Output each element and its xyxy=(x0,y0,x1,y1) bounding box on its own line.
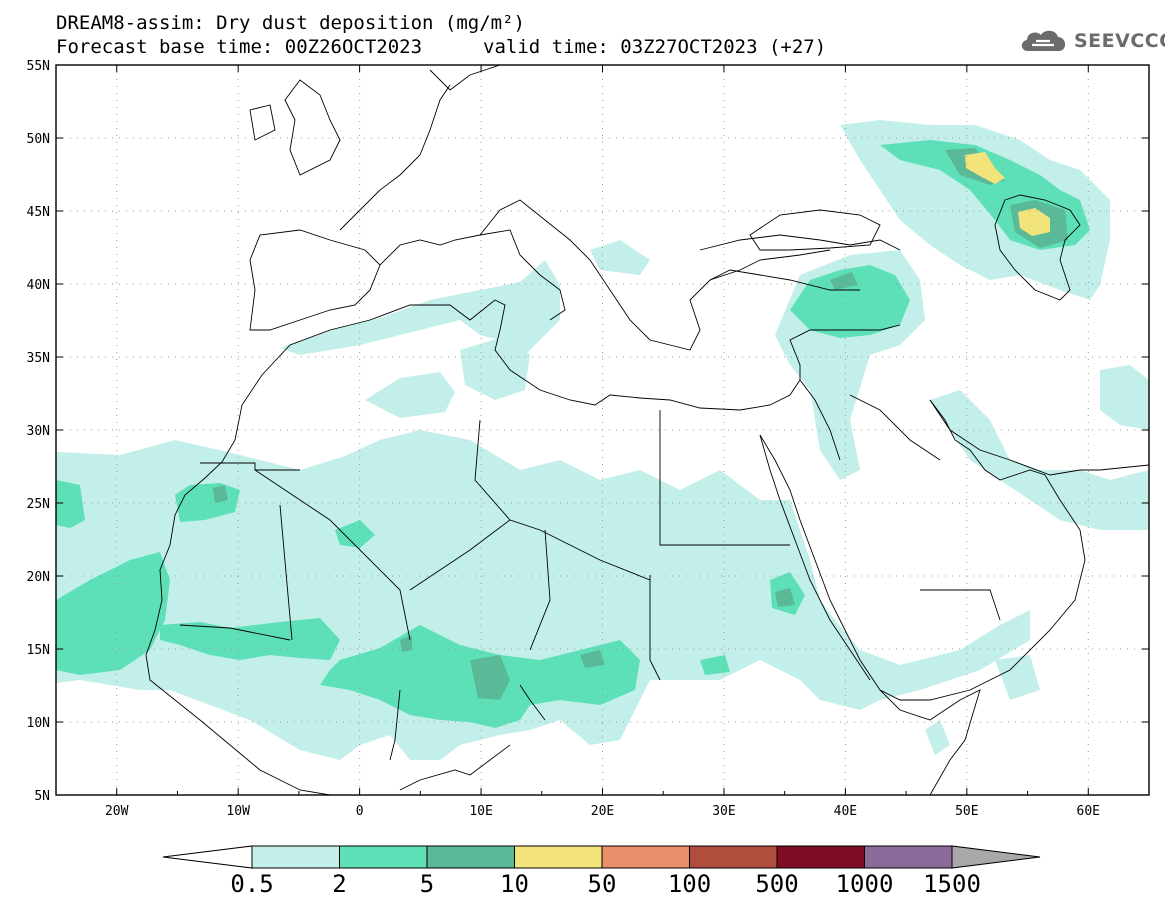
lat-tick-label: 5N xyxy=(34,789,50,804)
lon-tick-label: 60E xyxy=(1077,804,1100,819)
lat-tick-label: 15N xyxy=(27,643,50,658)
lon-tick-label: 30E xyxy=(712,804,735,819)
colorbar-arrow-high xyxy=(951,845,1041,869)
cloud-logo-icon xyxy=(1021,30,1066,51)
lon-tick-label: 50E xyxy=(955,804,978,819)
forecast-base-time: Forecast base time: 00Z26OCT2023 xyxy=(56,36,423,58)
colorbar-label: 50 xyxy=(587,870,617,898)
dust-deposition-field xyxy=(56,120,1149,760)
colorbar-swatch xyxy=(514,845,603,869)
colorbar-label: 100 xyxy=(667,870,712,898)
lon-tick-label: 20W xyxy=(105,804,129,819)
coastlines-borders xyxy=(145,65,1149,795)
lon-tick-label: 0 xyxy=(356,804,364,819)
lat-tick-label: 30N xyxy=(27,424,50,439)
colorbar-label: 5 xyxy=(419,870,435,898)
colorbar-swatch xyxy=(864,845,953,869)
lon-tick-label: 20E xyxy=(591,804,614,819)
colorbar-arrow-low xyxy=(162,845,253,869)
colorbar-label: 10 xyxy=(500,870,529,898)
valid-time: valid time: 03Z27OCT2023 (+27) xyxy=(483,36,827,58)
logo-text: SEEVCCC xyxy=(1074,30,1165,52)
colorbar-swatch xyxy=(426,845,515,869)
lon-tick-label: 40E xyxy=(834,804,857,819)
colorbar-swatch xyxy=(251,845,340,869)
map-title: DREAM8-assim: Dry dust deposition (mg/m²… xyxy=(56,12,525,34)
lat-tick-label: 45N xyxy=(27,205,50,220)
deposition-level-10 xyxy=(965,152,1050,236)
lat-tick-label: 35N xyxy=(27,351,50,366)
longitude-labels: 20W 10W 0 10E 20E 30E 40E 50E 60E xyxy=(105,804,1100,819)
lat-tick-label: 50N xyxy=(27,132,50,147)
colorbar-swatch xyxy=(601,845,690,869)
colorbar-label: 2 xyxy=(332,870,347,898)
axis-ticks xyxy=(55,64,1150,796)
seevccc-logo: SEEVCCC xyxy=(1018,26,1165,56)
lat-tick-label: 40N xyxy=(27,278,50,293)
lat-tick-label: 55N xyxy=(27,59,50,74)
colorbar-swatch xyxy=(689,845,778,869)
colorbar-swatch xyxy=(339,845,428,869)
colorbar-label: 500 xyxy=(755,870,799,898)
colorbar xyxy=(162,845,1041,869)
colorbar-swatch xyxy=(776,845,865,869)
graticule xyxy=(56,65,1149,795)
colorbar-label: 0.5 xyxy=(230,870,274,898)
lon-tick-label: 10E xyxy=(469,804,492,819)
lat-tick-label: 25N xyxy=(27,497,50,512)
colorbar-label: 1500 xyxy=(923,870,981,898)
lon-tick-label: 10W xyxy=(226,804,250,819)
latitude-labels: 55N 50N 45N 40N 35N 30N 25N 20N 15N 10N 5N xyxy=(27,59,50,804)
lat-tick-label: 20N xyxy=(27,570,50,585)
colorbar-label: 1000 xyxy=(835,870,894,898)
lat-tick-label: 10N xyxy=(27,716,50,731)
